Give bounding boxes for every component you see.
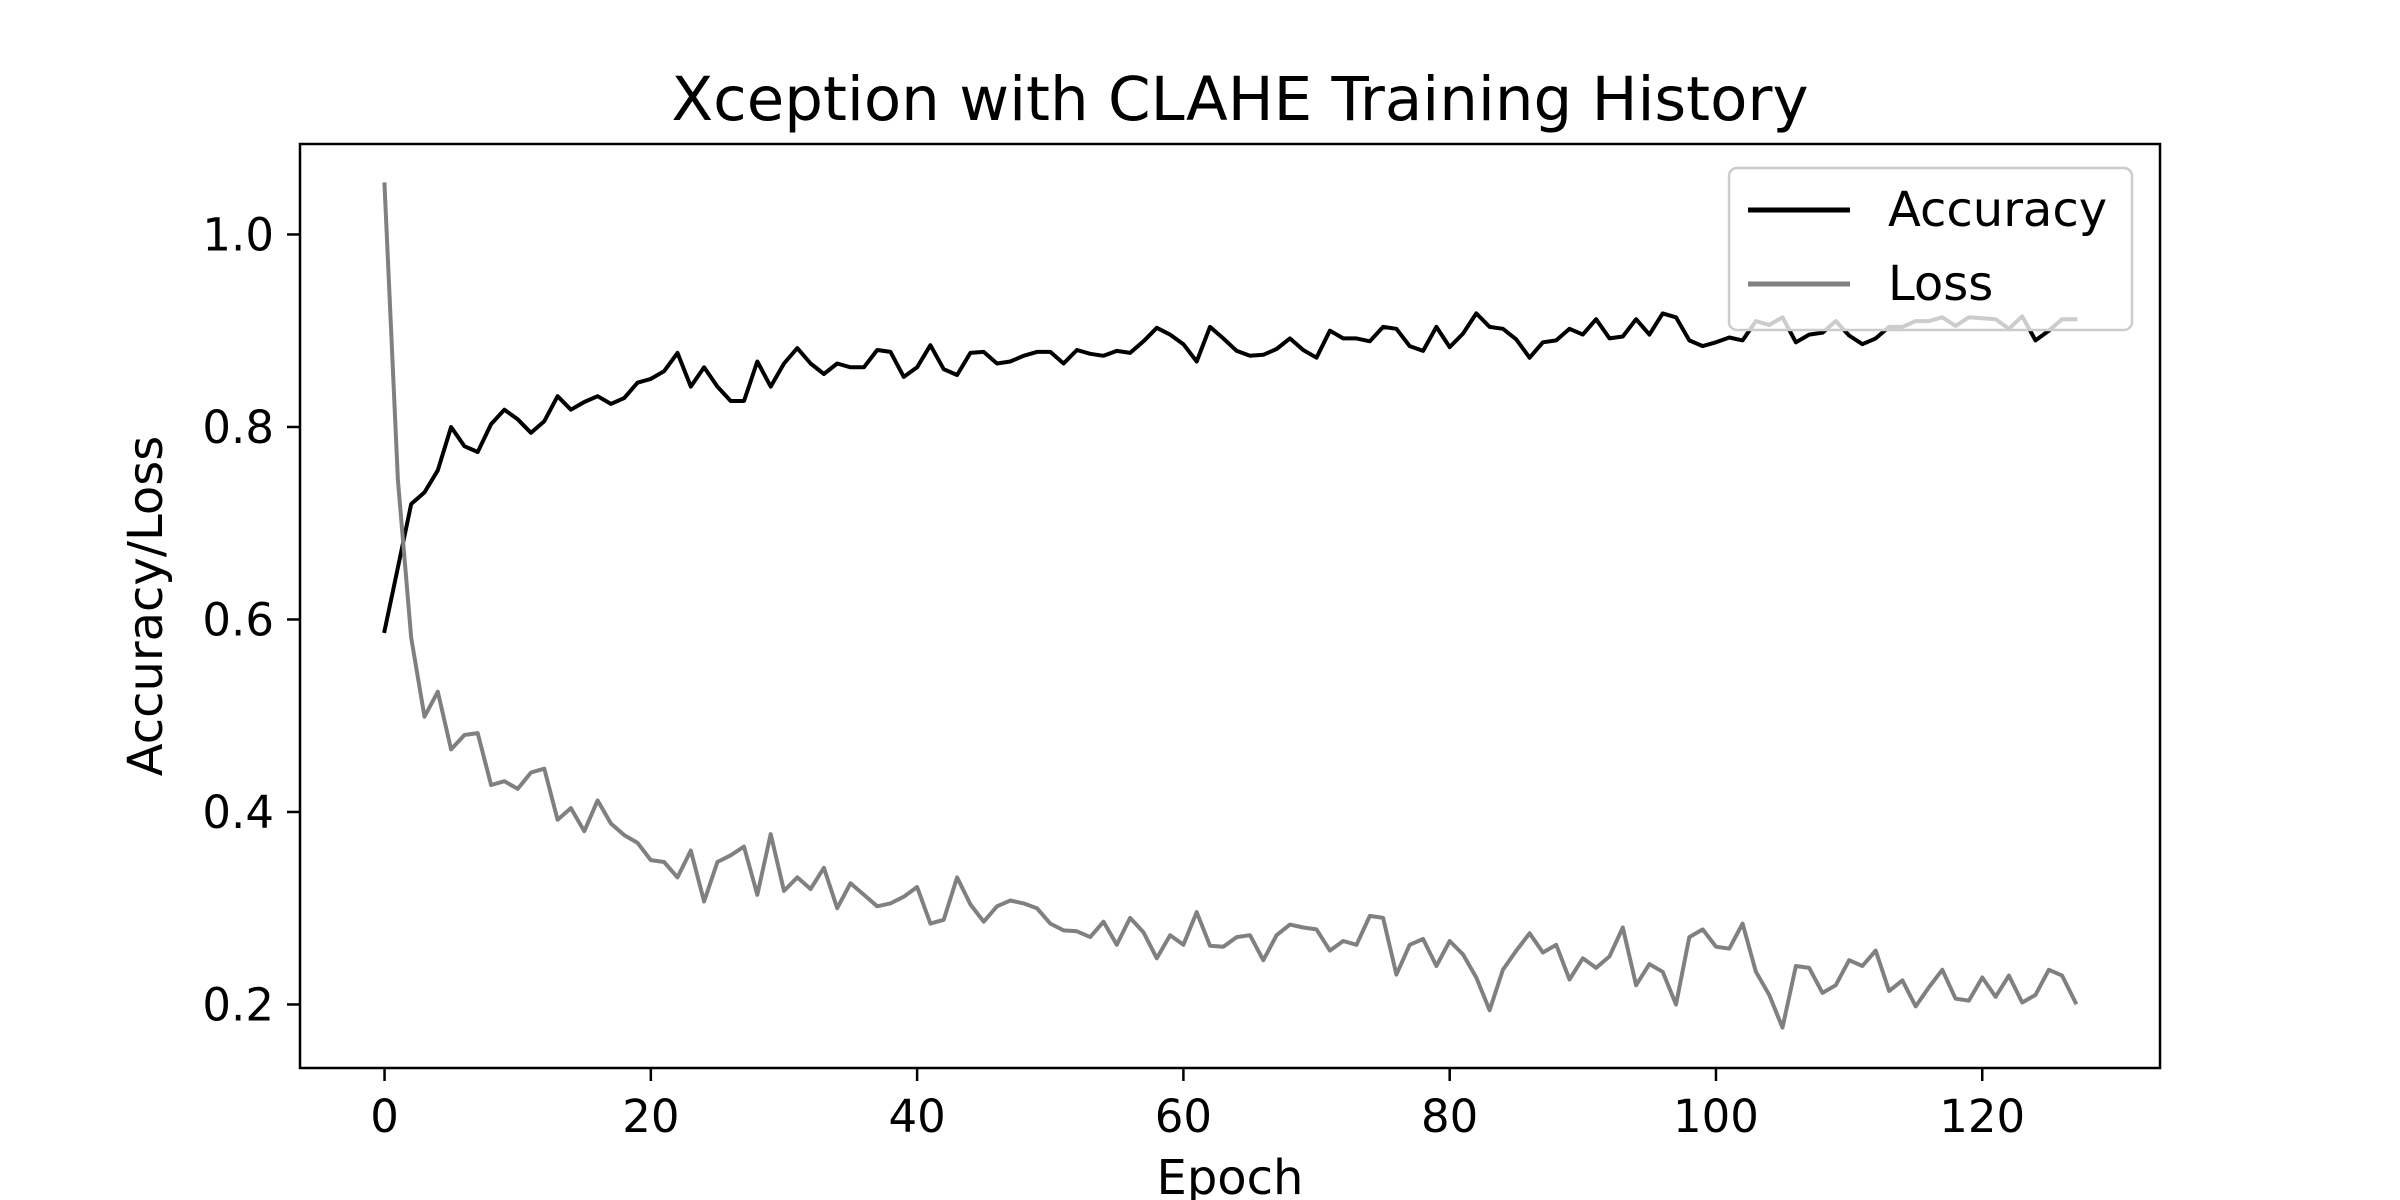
y-tick-label-1: 1.0	[202, 208, 274, 261]
x-tick-label-120: 120	[1939, 1090, 2025, 1143]
legend-label-accuracy: Accuracy	[1888, 182, 2107, 238]
x-tick-label-0: 0	[370, 1090, 399, 1143]
plot-frame	[298, 142, 2162, 1070]
series-line-loss	[382, 182, 2079, 1030]
x-tick-label-40: 40	[888, 1090, 945, 1143]
x-tick-label-20: 20	[622, 1090, 679, 1143]
x-tick-label-60: 60	[1155, 1090, 1212, 1143]
y-axis: 0.2 0.4 0.6 0.8 1.0	[202, 208, 300, 1031]
x-axis-label: Epoch	[1157, 1150, 1304, 1200]
series-layer	[382, 182, 2079, 1030]
y-tick-label-0-8: 0.8	[202, 401, 274, 454]
x-tick-label-100: 100	[1673, 1090, 1759, 1143]
y-axis-label: Accuracy/Loss	[118, 436, 174, 777]
series-line-accuracy	[382, 311, 2078, 634]
legend: Accuracy Loss	[1727, 166, 2134, 332]
plot-area	[298, 142, 2162, 1070]
y-tick-label-0-2: 0.2	[202, 978, 274, 1031]
x-tick-label-80: 80	[1421, 1090, 1478, 1143]
legend-label-loss: Loss	[1888, 256, 1993, 312]
chart-title: Xception with CLAHE Training History	[671, 64, 1808, 135]
x-axis: 0 20 40 60 80 100 120	[370, 1068, 2025, 1143]
y-tick-label-0-4: 0.4	[202, 786, 274, 839]
y-tick-label-0-6: 0.6	[202, 593, 274, 646]
